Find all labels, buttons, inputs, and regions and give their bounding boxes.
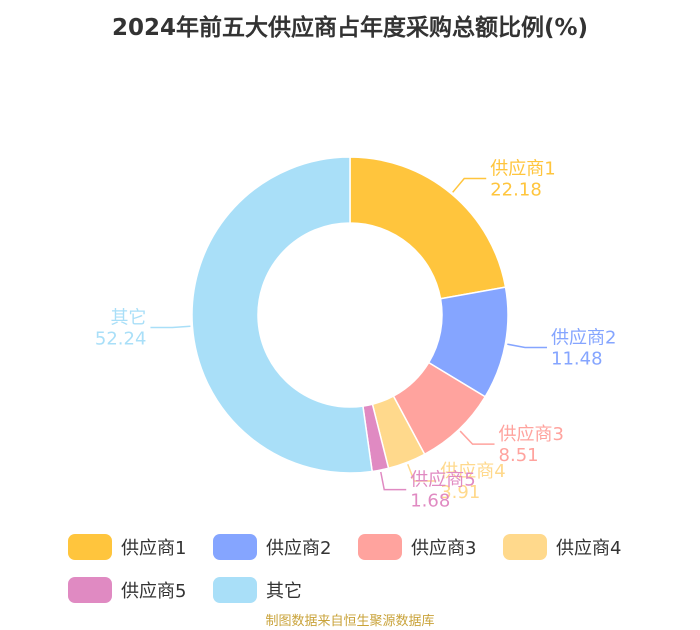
slice-label-name-4: 供应商4	[440, 461, 505, 482]
slice-label-name-1: 供应商1	[490, 158, 555, 179]
legend-swatch	[68, 577, 112, 603]
slice-label-value-4: 3.91	[440, 482, 480, 503]
slice-label-name-6: 其它	[110, 308, 146, 329]
legend-item-2[interactable]: 供应商2	[213, 534, 331, 560]
slice-label-name-5: 供应商5	[410, 470, 475, 491]
legend-label: 供应商4	[556, 538, 622, 559]
legend-item-4[interactable]: 供应商4	[503, 534, 621, 560]
legend-item-1[interactable]: 供应商1	[68, 534, 186, 560]
legend-swatch	[358, 534, 402, 560]
legend-swatch	[68, 534, 112, 560]
slice-label-value-1: 22.18	[490, 179, 542, 200]
slice-label-name-3: 供应商3	[499, 424, 564, 445]
slice-label-value-3: 8.51	[499, 445, 539, 466]
source-note: 制图数据来自恒生聚源数据库	[265, 614, 435, 629]
legend-swatch	[213, 534, 257, 560]
leader-line-1	[452, 177, 487, 193]
chart-title: 2024年前五大供应商占年度采购总额比例(%)	[111, 15, 589, 41]
legend-label: 供应商1	[121, 538, 187, 559]
legend-label: 供应商3	[411, 538, 477, 559]
leader-line-3	[459, 430, 495, 445]
slice-label-value-6: 52.24	[95, 329, 147, 350]
legend-label: 其它	[266, 581, 302, 602]
legend-item-5[interactable]: 供应商5	[68, 577, 186, 603]
legend-label: 供应商5	[121, 581, 187, 602]
leader-line-5	[380, 471, 407, 491]
legend-swatch	[213, 577, 257, 603]
leader-line-6	[150, 325, 191, 329]
legend-item-6[interactable]: 其它	[213, 577, 302, 603]
slice-label-name-2: 供应商2	[551, 327, 616, 348]
legend-item-3[interactable]: 供应商3	[358, 534, 476, 560]
slice-1[interactable]	[349, 156, 507, 300]
slice-label-value-5: 1.68	[410, 491, 450, 512]
leader-line-4	[407, 463, 437, 482]
legend-swatch	[503, 534, 547, 560]
slice-6[interactable]	[191, 156, 374, 474]
legend-label: 供应商2	[266, 538, 332, 559]
leader-line-2	[507, 343, 548, 349]
slice-label-value-2: 11.48	[551, 348, 603, 369]
